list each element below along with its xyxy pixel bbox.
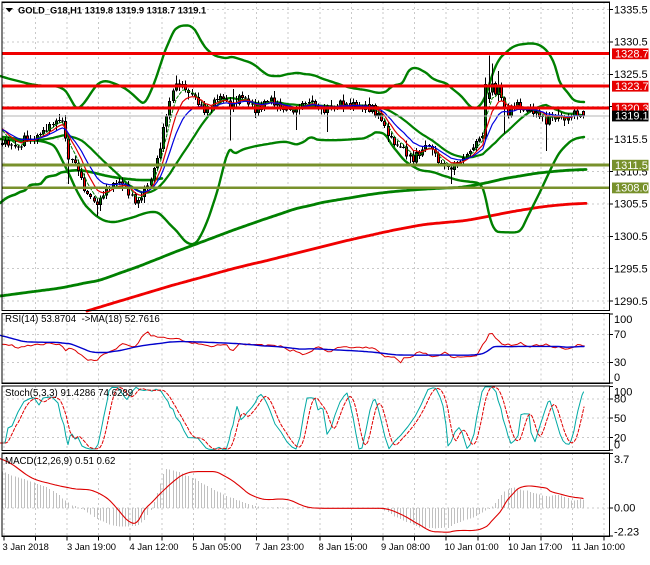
svg-text:10 Jan 01:00: 10 Jan 01:00 [445, 541, 499, 552]
svg-text:7 Jan 23:00: 7 Jan 23:00 [255, 541, 304, 552]
svg-text:0: 0 [614, 372, 620, 384]
svg-text:1308.0: 1308.0 [615, 183, 649, 195]
svg-text:3.7: 3.7 [614, 454, 629, 466]
svg-text:100: 100 [614, 314, 632, 326]
svg-text:0.00: 0.00 [614, 503, 635, 515]
svg-text:-2.23: -2.23 [614, 526, 639, 538]
svg-text:3 Jan 19:00: 3 Jan 19:00 [67, 541, 116, 552]
svg-text:Stoch(5,3,3) 91.4286 74.6289: Stoch(5,3,3) 91.4286 74.6289 [5, 388, 133, 399]
svg-text:1295.5: 1295.5 [614, 264, 648, 276]
svg-text:11 Jan 10:00: 11 Jan 10:00 [572, 541, 626, 552]
svg-text:1290.5: 1290.5 [614, 296, 648, 308]
svg-text:1305.5: 1305.5 [614, 199, 648, 211]
svg-text:8 Jan 15:00: 8 Jan 15:00 [319, 541, 368, 552]
svg-text:1300.5: 1300.5 [614, 231, 648, 243]
svg-text:1328.7: 1328.7 [615, 49, 649, 61]
svg-text:50: 50 [614, 413, 626, 425]
svg-text:0: 0 [614, 439, 620, 451]
svg-text:4 Jan 12:00: 4 Jan 12:00 [130, 541, 179, 552]
svg-text:1335.5: 1335.5 [614, 4, 648, 16]
svg-text:5 Jan 05:00: 5 Jan 05:00 [192, 541, 241, 552]
svg-text:MACD(12,26,9) 0.51 0.62: MACD(12,26,9) 0.51 0.62 [5, 456, 115, 467]
svg-text:10 Jan 17:00: 10 Jan 17:00 [508, 541, 562, 552]
svg-text:3 Jan 2018: 3 Jan 2018 [3, 541, 49, 552]
svg-text:70: 70 [614, 329, 626, 341]
svg-text:1311.5: 1311.5 [615, 160, 648, 172]
svg-text:9 Jan 08:00: 9 Jan 08:00 [381, 541, 430, 552]
svg-text:30: 30 [614, 357, 626, 369]
svg-text:RSI(14) 53.8704 ->MA(18) 52.7: RSI(14) 53.8704 ->MA(18) 52.7616 [5, 314, 160, 325]
svg-text:100: 100 [614, 387, 632, 399]
svg-text:1325.5: 1325.5 [614, 69, 648, 81]
svg-text:1323.7: 1323.7 [615, 81, 649, 93]
svg-text:1319.1: 1319.1 [615, 111, 649, 123]
svg-text:1330.5: 1330.5 [614, 37, 648, 49]
svg-text:GOLD_G18,H1 1319.8 1319.9 131: GOLD_G18,H1 1319.8 1319.9 1318.7 1319.1 [18, 6, 206, 16]
svg-text:1315.5: 1315.5 [614, 134, 648, 146]
